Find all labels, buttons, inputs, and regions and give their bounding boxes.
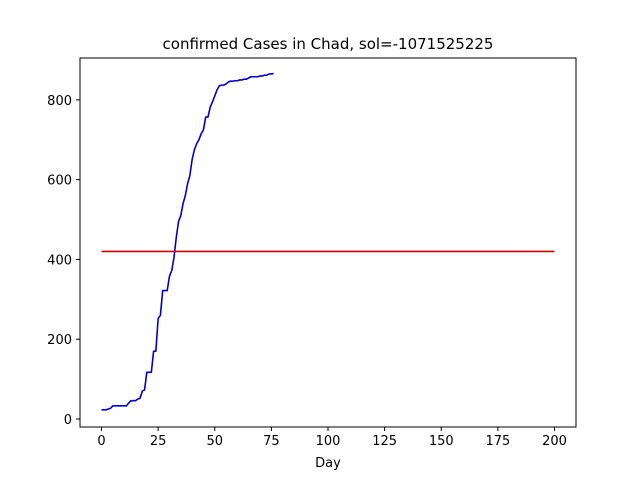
x-tick-label: 200: [542, 434, 567, 449]
x-tick-label: 100: [316, 434, 341, 449]
series-layer: [101, 72, 555, 411]
x-tick-label: 50: [206, 434, 223, 449]
y-tick-label: 0: [64, 413, 72, 428]
x-axis-label: Day: [315, 456, 341, 471]
x-tick-label: 75: [263, 434, 280, 449]
plot-area: [79, 57, 577, 428]
y-tick-label: 600: [47, 174, 72, 189]
x-tick-label: 150: [429, 434, 454, 449]
x-tick-label: 175: [485, 434, 510, 449]
series-line-1: [101, 72, 274, 411]
x-tick-label: 125: [372, 434, 397, 449]
y-axis-ticks: 0 200 400 600 800: [47, 94, 80, 428]
x-axis-ticks: 0 25 50 75 100 125 150 175 200: [97, 427, 567, 449]
x-tick-label: 25: [150, 434, 167, 449]
x-tick-label: 0: [97, 434, 105, 449]
y-tick-label: 800: [47, 94, 72, 109]
plot-frame: [79, 57, 577, 428]
chart-title: confirmed Cases in Chad, sol=-1071525225: [163, 35, 494, 53]
y-tick-label: 200: [47, 333, 72, 348]
y-tick-label: 400: [47, 253, 72, 268]
